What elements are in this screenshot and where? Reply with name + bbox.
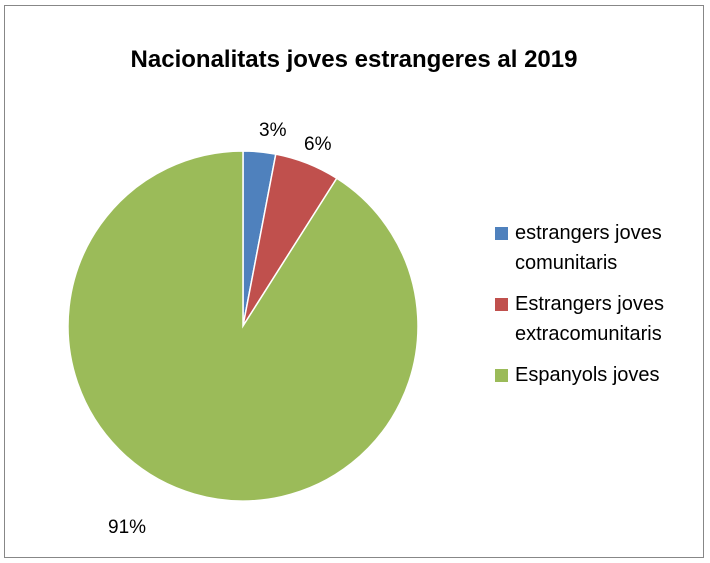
legend-item: estrangers joves comunitaris — [495, 218, 700, 278]
legend-label: estrangers joves comunitaris — [515, 222, 662, 274]
legend-item: Espanyols joves — [495, 360, 700, 390]
legend-swatch — [495, 298, 508, 311]
legend-swatch — [495, 227, 508, 240]
pie-slice — [67, 150, 419, 502]
legend-swatch — [495, 369, 508, 382]
data-label: 3% — [259, 120, 287, 141]
data-label: 91% — [108, 517, 146, 538]
legend-label: Estrangers joves extracomunitaris — [515, 293, 664, 345]
legend-item: Estrangers joves extracomunitaris — [495, 289, 700, 349]
pie-chart: 3% 6% 91% — [67, 120, 419, 538]
legend-label: Espanyols joves — [515, 364, 660, 386]
data-label: 6% — [304, 134, 332, 155]
chart-title: Nacionalitats joves estrangeres al 2019 — [130, 46, 578, 73]
pie-data-labels: 3% 6% 91% — [108, 120, 332, 538]
pie-slices — [67, 150, 419, 502]
chart-legend: estrangers joves comunitaris Estrangers … — [495, 218, 700, 401]
chart-area: Nacionalitats joves estrangeres al 2019 … — [4, 5, 704, 558]
